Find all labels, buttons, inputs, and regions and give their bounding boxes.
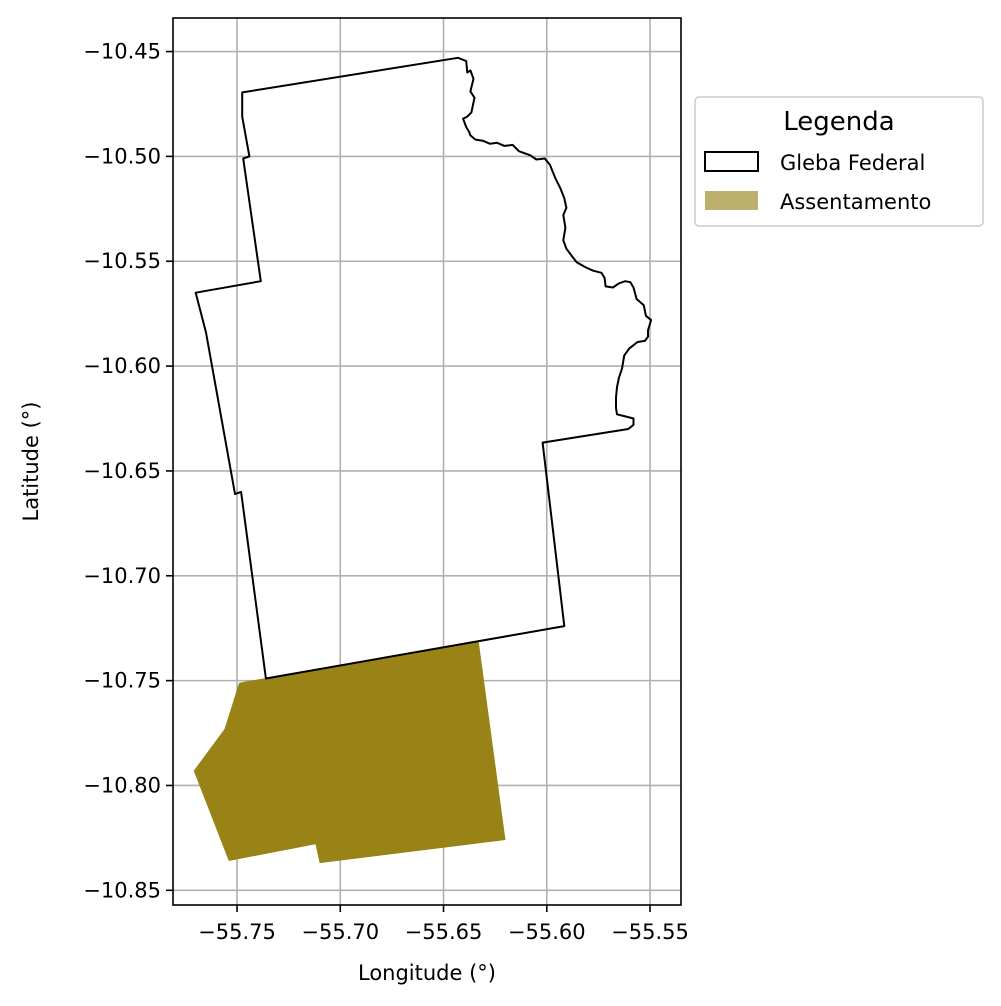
y-tick-label-3: −10.60 (83, 354, 161, 378)
y-tick-label-1: −10.50 (83, 144, 161, 168)
x-tick-label-0: −55.75 (198, 920, 276, 944)
y-tick-label-2: −10.55 (83, 249, 161, 273)
y-tick-label-7: −10.80 (83, 773, 161, 797)
map-layers (193, 56, 653, 864)
y-axis-label: Latitude (°) (19, 402, 43, 522)
x-tick-label-2: −55.65 (405, 920, 483, 944)
legend-title: Legenda (783, 107, 894, 137)
x-tick-label-4: −55.55 (611, 920, 689, 944)
legend-frame (694, 96, 984, 227)
legend-swatch-assentamento (705, 191, 758, 210)
plot-frame (172, 17, 682, 906)
polygon-assentamento (193, 640, 506, 864)
y-tick-label-6: −10.75 (83, 669, 161, 693)
y-tick-label-4: −10.65 (83, 459, 161, 483)
axis-ticks: −55.75 −55.70 −55.65 −55.60 −55.55 −10.45 −10.… (83, 40, 689, 944)
y-tick-label-8: −10.85 (83, 878, 161, 902)
y-tick-label-5: −10.70 (83, 564, 161, 588)
x-tick-label-1: −55.70 (301, 920, 379, 944)
polygon-gleba-federal (194, 56, 653, 680)
legend-label-assentamento: Assentamento (780, 190, 931, 214)
legend-label-gleba-federal: Gleba Federal (780, 151, 925, 175)
legend: Legenda Gleba Federal Assentamento (694, 96, 984, 227)
legend-swatch-gleba-federal (704, 151, 759, 172)
x-axis-label: Longitude (°) (358, 961, 496, 985)
x-tick-label-3: −55.60 (508, 920, 586, 944)
y-tick-label-0: −10.45 (83, 40, 161, 64)
